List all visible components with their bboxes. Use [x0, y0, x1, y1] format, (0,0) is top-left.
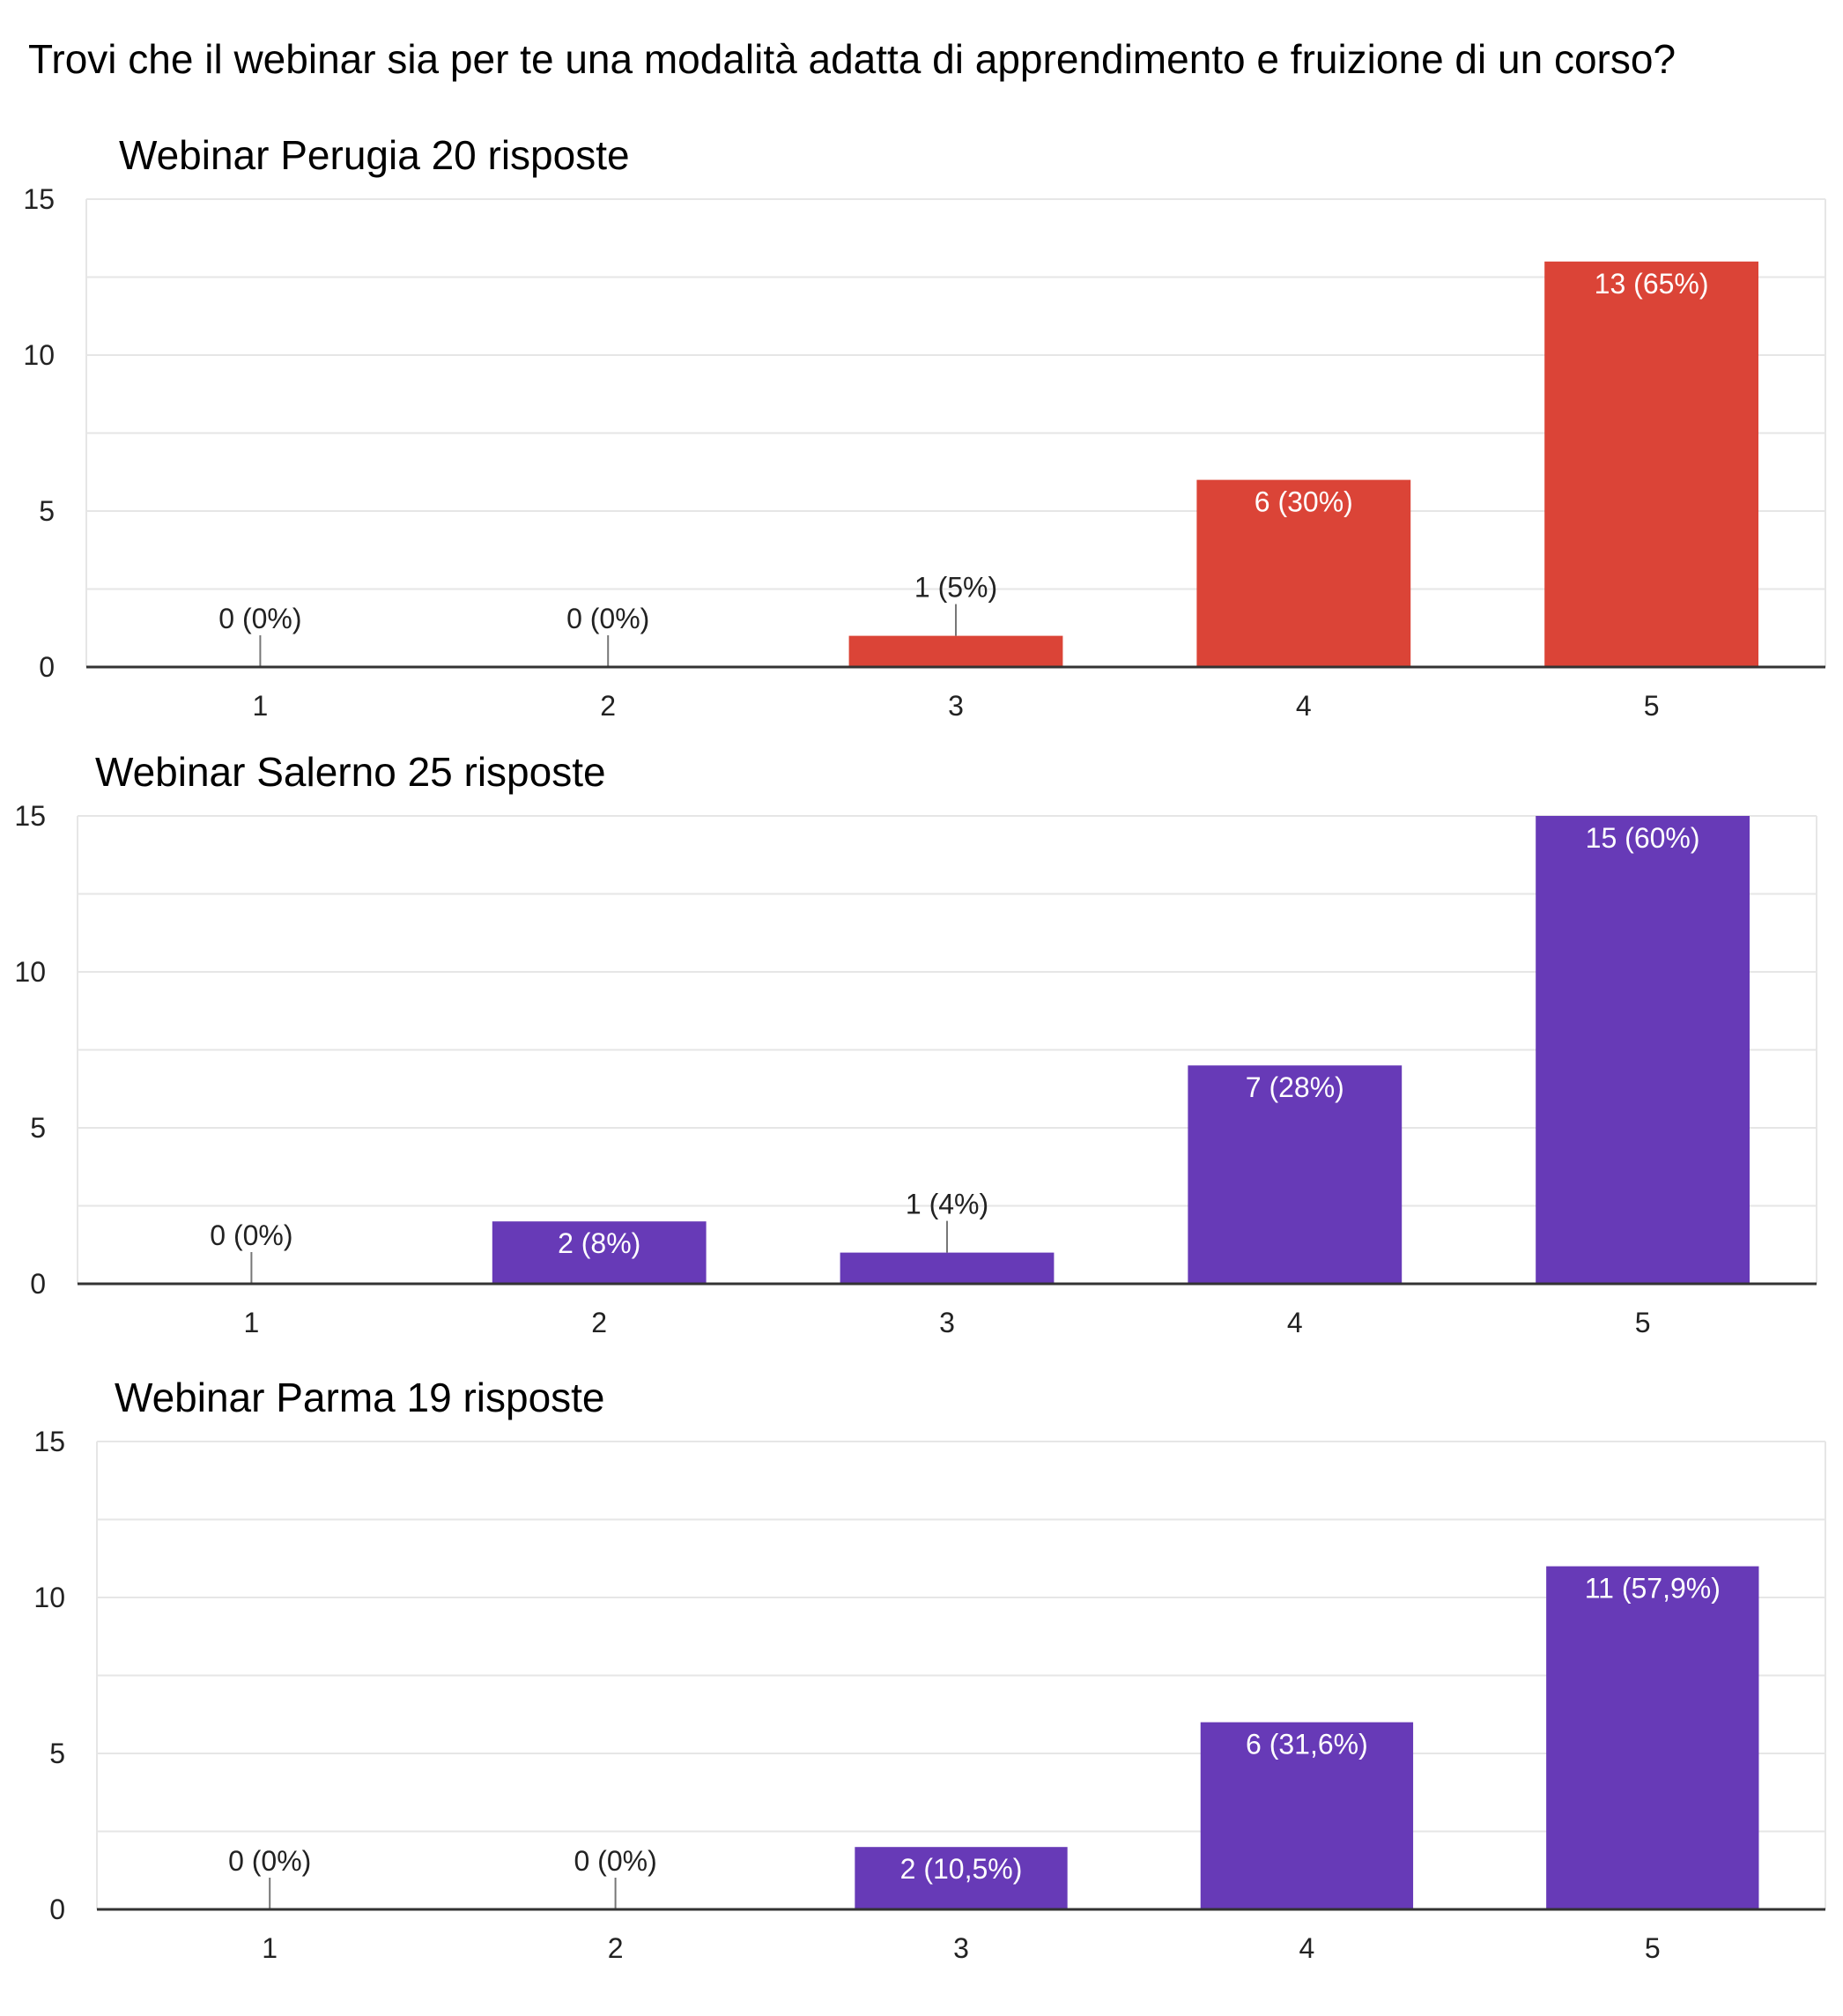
- bar-parma-5: [1546, 1566, 1759, 1909]
- data-label: 11 (57,9%): [1585, 1573, 1721, 1605]
- data-label: 0 (0%): [228, 1845, 311, 1877]
- y-tick-label: 5: [39, 495, 55, 527]
- x-tick-label: 5: [1635, 1307, 1651, 1338]
- bar-perugia-5: [1544, 261, 1759, 667]
- data-label: 0 (0%): [566, 603, 649, 634]
- bar-salerno-3: [840, 1252, 1055, 1284]
- x-tick-label: 5: [1644, 690, 1660, 722]
- bar-salerno-2: [492, 1221, 707, 1284]
- bar-parma-3: [855, 1847, 1068, 1909]
- y-tick-label: 15: [33, 1426, 65, 1457]
- y-tick-label: 0: [30, 1268, 46, 1300]
- data-label: 0 (0%): [218, 603, 301, 634]
- y-tick-label: 10: [33, 1582, 65, 1613]
- x-tick-label: 1: [253, 690, 269, 722]
- data-label: 13 (65%): [1595, 268, 1709, 300]
- y-tick-label: 10: [23, 339, 55, 371]
- x-tick-label: 5: [1645, 1932, 1661, 1964]
- bar-perugia-3: [848, 635, 1063, 667]
- data-label: 2 (8%): [558, 1227, 640, 1259]
- data-label: 1 (5%): [914, 572, 997, 604]
- data-label: 15 (60%): [1586, 822, 1700, 854]
- data-label: 6 (30%): [1255, 486, 1353, 518]
- x-tick-label: 2: [591, 1307, 607, 1338]
- x-tick-label: 4: [1287, 1307, 1303, 1338]
- data-label: 6 (31,6%): [1246, 1729, 1368, 1760]
- chart-title: Webinar Salerno 25 risposte: [95, 749, 606, 795]
- x-tick-label: 3: [953, 1932, 969, 1964]
- data-label: 0 (0%): [210, 1219, 292, 1251]
- x-tick-label: 2: [608, 1932, 624, 1964]
- y-tick-label: 10: [14, 956, 46, 988]
- bar-parma-4: [1200, 1722, 1414, 1909]
- data-label: 0 (0%): [574, 1845, 656, 1877]
- x-tick-label: 2: [600, 690, 616, 722]
- x-tick-label: 1: [244, 1307, 260, 1338]
- y-tick-label: 0: [39, 651, 55, 683]
- chart-parma: Webinar Parma 19 risposte 0 5 10 15 0 (0%) 1 0 …: [33, 1375, 1826, 1964]
- y-tick-label: 15: [23, 183, 55, 215]
- y-tick-label: 15: [14, 800, 46, 832]
- y-tick-label: 5: [30, 1112, 46, 1144]
- chart-title: Webinar Perugia 20 risposte: [119, 132, 630, 178]
- y-tick-label: 0: [49, 1894, 65, 1925]
- data-label: 7 (28%): [1246, 1071, 1344, 1103]
- bar-salerno-5: [1536, 816, 1750, 1284]
- x-tick-label: 4: [1296, 690, 1312, 722]
- bar-salerno-4: [1188, 1065, 1403, 1284]
- x-tick-label: 1: [262, 1932, 278, 1964]
- x-tick-label: 4: [1299, 1932, 1315, 1964]
- data-label: 2 (10,5%): [900, 1853, 1023, 1885]
- question-title: Trovi che il webinar sia per te una moda…: [28, 36, 1676, 82]
- x-tick-label: 3: [948, 690, 964, 722]
- x-tick-label: 3: [939, 1307, 955, 1338]
- y-tick-label: 5: [49, 1738, 65, 1769]
- data-label: 1 (4%): [906, 1189, 988, 1220]
- chart-title: Webinar Parma 19 risposte: [115, 1375, 605, 1420]
- bar-perugia-4: [1196, 479, 1411, 667]
